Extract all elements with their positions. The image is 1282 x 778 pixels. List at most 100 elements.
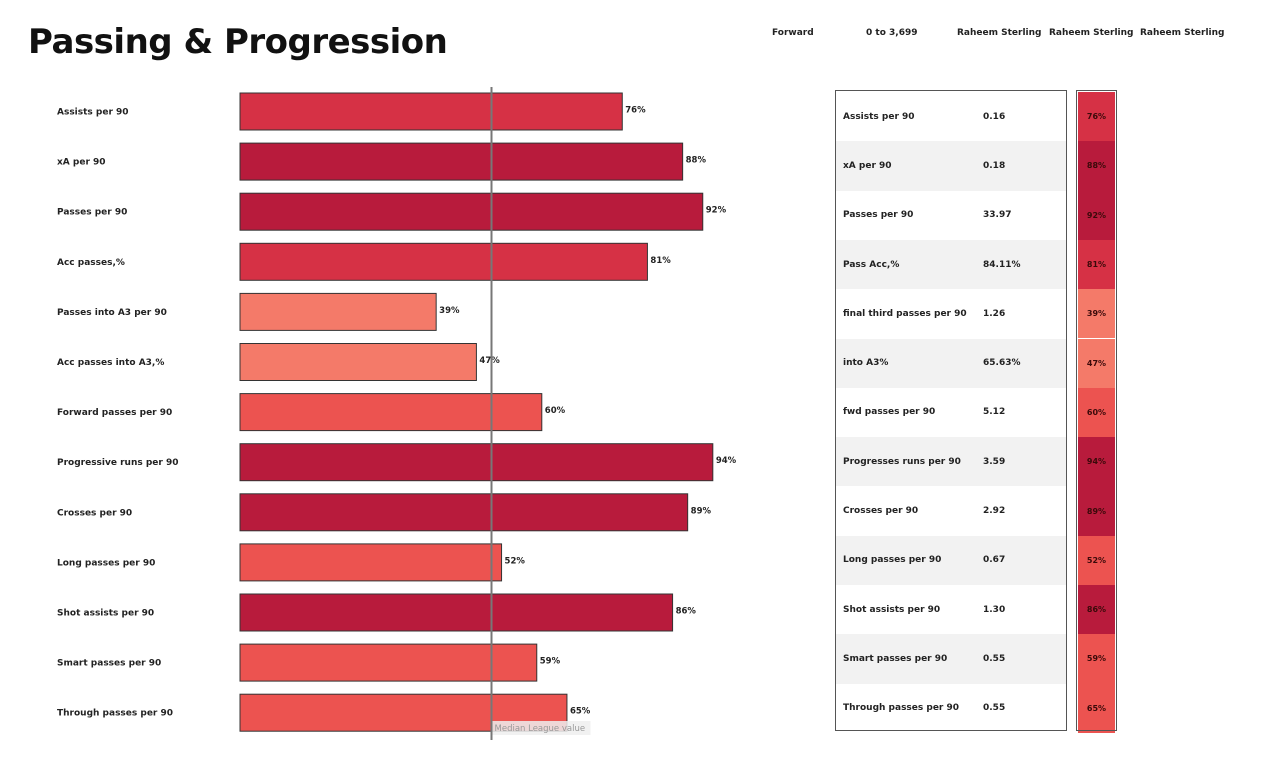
bar-category-label: Shot assists per 90 <box>57 609 154 619</box>
metric-value: 84.11% <box>983 259 1021 270</box>
metric-value: 0.67 <box>983 555 1006 566</box>
bar-value-label: 47% <box>479 356 500 366</box>
metric-label: Passes per 90 <box>843 210 914 221</box>
bar <box>239 343 477 381</box>
bar-value-label: 81% <box>650 256 671 266</box>
position-filter[interactable]: Forward <box>772 28 814 38</box>
median-label-bg <box>492 721 591 735</box>
metric-label: Progresses runs per 90 <box>843 456 961 467</box>
row-background <box>835 634 1067 684</box>
percentile-cell: 88% <box>1078 141 1115 191</box>
metric-label: Pass Acc,% <box>843 259 900 270</box>
metric-value: 0.55 <box>983 653 1006 664</box>
metric-value: 0.55 <box>983 703 1006 714</box>
player-filter-3[interactable]: Raheem Sterling <box>1140 28 1225 38</box>
metric-label: Long passes per 90 <box>843 555 942 566</box>
bar-value-label: 88% <box>686 156 707 166</box>
row-background <box>835 387 1067 438</box>
bar-category-label: Smart passes per 90 <box>57 659 161 669</box>
bar-value-label: 60% <box>545 406 566 416</box>
metric-label: Shot assists per 90 <box>843 604 941 615</box>
row-background <box>835 437 1067 487</box>
metric-value: 3.59 <box>983 456 1006 467</box>
metric-label: into A3% <box>843 358 889 369</box>
metric-label: final third passes per 90 <box>843 308 967 319</box>
metric-value: 2.92 <box>983 506 1006 517</box>
bar <box>239 493 689 532</box>
metric-label: Crosses per 90 <box>843 506 919 517</box>
row-background <box>835 683 1067 733</box>
table-row: Long passes per 90 0.67 52% <box>833 535 1117 585</box>
bar <box>239 292 437 331</box>
metric-value: 0.16 <box>983 111 1006 122</box>
stats-table: Assists per 90 0.16 76% xA per 90 0.18 88% Pas… <box>833 86 1117 738</box>
filter-bar: Forward 0 to 3,699 Raheem Sterling Rahee… <box>0 28 1282 42</box>
bar <box>239 142 684 181</box>
bar-value-label: 89% <box>691 506 712 516</box>
table-row: Pass Acc,% 84.11% 81% <box>833 239 1117 290</box>
metric-label: Through passes per 90 <box>843 703 960 714</box>
bar-category-label: Assists per 90 <box>57 108 129 118</box>
bar-value-label: 52% <box>505 556 526 566</box>
bar-category-label: xA per 90 <box>57 158 106 168</box>
bar <box>239 643 538 682</box>
table-row: final third passes per 90 1.26 39% <box>833 289 1117 339</box>
percentile-cell: 94% <box>1078 437 1115 487</box>
row-background <box>835 585 1067 635</box>
percentile-cell: 39% <box>1078 289 1115 339</box>
bar-category-label: Crosses per 90 <box>57 508 132 518</box>
metric-value: 0.18 <box>983 160 1006 171</box>
table-row: xA per 90 0.18 88% <box>833 141 1117 191</box>
bar-category-label: Progressive runs per 90 <box>57 458 179 468</box>
percentile-cell: 52% <box>1078 535 1115 585</box>
bar <box>239 192 704 231</box>
metric-label: Smart passes per 90 <box>843 653 948 664</box>
bar <box>239 393 543 432</box>
row-background <box>835 239 1067 290</box>
bar-value-label: 59% <box>540 657 561 667</box>
percentile-cell: 76% <box>1078 92 1115 142</box>
table-row: Progresses runs per 90 3.59 94% <box>833 437 1117 487</box>
bar-value-label: 39% <box>439 306 460 316</box>
table-row: Smart passes per 90 0.55 59% <box>833 634 1117 684</box>
player-filter-1[interactable]: Raheem Sterling <box>957 28 1042 38</box>
bar-category-label: Passes per 90 <box>57 208 127 218</box>
bar-value-label: 76% <box>625 106 646 116</box>
metric-label: xA per 90 <box>843 160 892 171</box>
bar-category-label: Passes into A3 per 90 <box>57 308 167 318</box>
metric-value: 1.30 <box>983 604 1006 615</box>
bar-value-label: 86% <box>676 607 697 617</box>
percentile-cell: 60% <box>1078 387 1115 438</box>
percentile-cell: 92% <box>1078 190 1115 240</box>
minutes-filter[interactable]: 0 to 3,699 <box>866 28 918 38</box>
metric-value: 33.97 <box>983 210 1012 221</box>
percentile-cell: 81% <box>1078 239 1115 290</box>
bar <box>239 443 714 482</box>
bar-category-label: Through passes per 90 <box>57 709 173 719</box>
row-background <box>835 92 1067 142</box>
percentile-cell: 59% <box>1078 634 1115 684</box>
row-background <box>835 190 1067 240</box>
row-background <box>835 338 1067 388</box>
bar-value-label: 94% <box>716 456 737 466</box>
row-background <box>835 141 1067 191</box>
bar-category-label: Forward passes per 90 <box>57 408 172 418</box>
metric-value: 5.12 <box>983 407 1006 418</box>
percentile-bar-chart: Assists per 90 76% xA per 90 88% Passes per … <box>57 87 737 740</box>
bar-value-label: 65% <box>570 707 591 717</box>
page-title: Passing & Progression <box>28 22 448 62</box>
metric-label: fwd passes per 90 <box>843 407 936 418</box>
metric-value: 1.26 <box>983 308 1006 319</box>
bar-category-label: Acc passes,% <box>57 258 125 268</box>
bar <box>239 593 674 632</box>
bar <box>239 543 503 582</box>
bar <box>239 242 648 281</box>
table-row: Through passes per 90 0.55 65% <box>833 683 1117 733</box>
percentile-cell: 47% <box>1078 338 1115 388</box>
table-row: Assists per 90 0.16 76% <box>833 92 1117 142</box>
table-row: Passes per 90 33.97 92% <box>833 190 1117 240</box>
percentile-cell: 65% <box>1078 683 1115 733</box>
percentile-cell: 86% <box>1078 585 1115 635</box>
row-background <box>835 486 1067 536</box>
player-filter-2[interactable]: Raheem Sterling <box>1049 28 1134 38</box>
